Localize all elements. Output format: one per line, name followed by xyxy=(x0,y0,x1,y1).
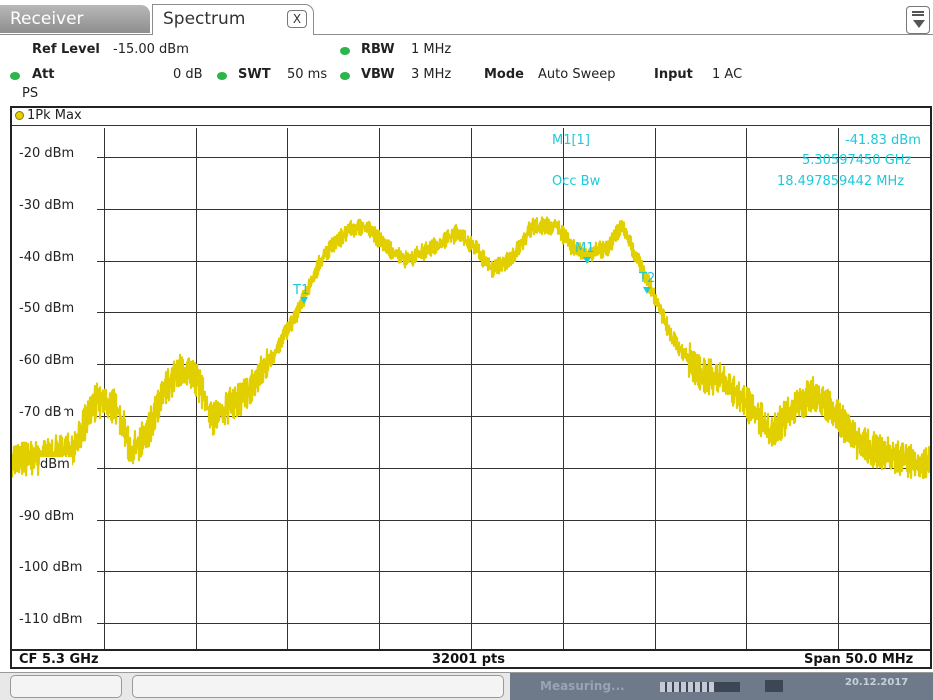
span[interactable]: Span 50.0 MHz xyxy=(804,652,914,667)
measurement-settings: Ref Level -15.00 dBm RBW 1 MHz Att 0 dB … xyxy=(0,36,933,104)
mode-label: Mode xyxy=(484,67,524,82)
ref-level-value[interactable]: -15.00 dBm xyxy=(113,42,189,57)
att-status-dot xyxy=(10,72,20,80)
marker-symbols xyxy=(300,257,651,304)
diagram-footer: CF 5.3 GHz 32001 pts Span 50.0 MHz xyxy=(10,649,932,669)
center-frequency[interactable]: CF 5.3 GHz xyxy=(19,652,99,667)
y-axis-tick-label: -30 dBm xyxy=(19,197,77,213)
trace-1pk-max xyxy=(12,216,930,480)
swt-value[interactable]: 50 ms xyxy=(287,67,328,82)
swt-label: SWT xyxy=(238,67,271,82)
vbw-status-dot xyxy=(340,72,350,80)
close-tab-icon[interactable]: X xyxy=(287,10,307,28)
y-label-overlap xyxy=(20,412,46,428)
vbw-value[interactable]: 3 MHz xyxy=(411,67,452,82)
marker-triangle xyxy=(643,287,651,294)
spectrum-plot xyxy=(12,128,930,649)
y-axis-tick-label: -50 dBm xyxy=(19,301,77,317)
marker-m1-level: -41.83 dBm xyxy=(845,133,921,148)
input-value[interactable]: 1 AC xyxy=(712,67,743,82)
measuring-status: Measuring... xyxy=(540,679,625,693)
trace-indicator-dot xyxy=(15,111,24,120)
status-dark-panel: Measuring... 20.12.2017 xyxy=(510,673,933,700)
ref-level-label: Ref Level xyxy=(32,42,100,57)
occ-bw-value: 18.497859442 MHz xyxy=(777,174,905,189)
y-axis-tick-label: -100 dBm xyxy=(19,560,85,576)
y-axis-tick-label: dBm xyxy=(40,456,72,472)
rbw-status-dot xyxy=(340,47,350,55)
plot-grid xyxy=(97,128,930,649)
status-message-field xyxy=(132,675,504,698)
sweep-points[interactable]: 32001 pts xyxy=(432,652,506,667)
spectrum-diagram[interactable] xyxy=(10,106,932,651)
swt-status-dot xyxy=(217,72,227,80)
trace-label[interactable]: 1Pk Max xyxy=(27,108,82,123)
mode-value[interactable]: Auto Sweep xyxy=(538,67,616,82)
sweep-progress-bar xyxy=(660,682,740,692)
rbw-value[interactable]: 1 MHz xyxy=(411,42,452,57)
occ-bw-label: Occ Bw xyxy=(552,174,601,189)
marker-m1-label: M1[1] xyxy=(552,133,590,148)
status-bar: Measuring... 20.12.2017 xyxy=(0,672,933,700)
marker-triangle xyxy=(583,257,591,264)
att-label: Att xyxy=(32,67,55,82)
y-axis-tick-label: -20 dBm xyxy=(19,146,77,161)
menu-dropdown-icon[interactable] xyxy=(906,6,930,34)
marker-t1-tag: T1 xyxy=(293,283,310,298)
y-axis-tick-label: -60 dBm xyxy=(19,353,77,369)
att-value[interactable]: 0 dB xyxy=(173,67,203,82)
status-date: 20.12.2017 xyxy=(845,677,909,688)
ps-indicator: PS xyxy=(22,86,39,101)
y-axis-tick-label: -40 dBm xyxy=(19,249,77,265)
marker-m1-tag: M1 xyxy=(575,241,595,256)
tab-receiver[interactable]: Receiver xyxy=(0,5,150,33)
vbw-label: VBW xyxy=(361,67,395,82)
y-axis-tick-label: -110 dBm xyxy=(19,612,85,628)
y-axis-tick-label-partial: -70 dB xyxy=(19,405,64,420)
remote-icon xyxy=(765,680,783,692)
tab-bar: Receiver Spectrum X xyxy=(0,0,933,35)
marker-triangle xyxy=(300,297,308,304)
y-axis-tick-label: -90 dBm xyxy=(19,508,77,524)
marker-t2-tag: T2 xyxy=(639,271,656,286)
trace-bar-divider xyxy=(12,125,930,126)
rbw-label: RBW xyxy=(361,42,395,57)
input-label: Input xyxy=(654,67,693,82)
status-field-left xyxy=(10,675,122,698)
marker-m1-frequency: 5.30597450 GHz xyxy=(802,153,912,168)
